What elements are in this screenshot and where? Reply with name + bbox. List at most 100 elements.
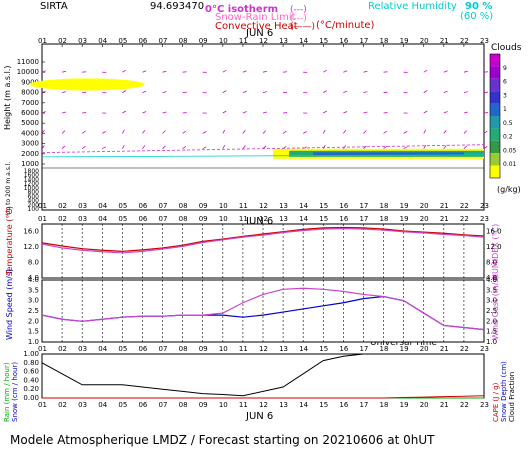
hour-label-p3: 09	[199, 345, 208, 353]
jun6-bottom2: JUN 6	[245, 411, 273, 422]
hour-label-p3: 04	[98, 345, 107, 353]
hour-label-p3: 07	[159, 345, 168, 353]
hour-label-p1: 14	[299, 202, 308, 210]
hour-label-p1: 03	[78, 202, 87, 210]
hour-label-bottom: 17	[359, 401, 368, 409]
hour-label-p2: 17	[359, 215, 368, 223]
colorbar-label: 0.01	[503, 161, 517, 168]
hour-label-p2: 13	[279, 215, 288, 223]
hour-label-p3: 14	[299, 345, 308, 353]
hour-label-p1: 04	[98, 202, 107, 210]
hour-label-p1: 15	[319, 202, 328, 210]
hour-label-p3: 20	[420, 345, 429, 353]
hour-label-p3: 15	[319, 345, 328, 353]
hour-label-bottom: 07	[159, 401, 168, 409]
hour-label-top: 09	[199, 37, 208, 45]
hour-label-bottom: 14	[299, 401, 308, 409]
hour-label-p3: 17	[359, 345, 368, 353]
height-tick-label: 11000	[17, 58, 39, 66]
hour-label-p1: 21	[440, 202, 449, 210]
wind-speed-axis-label: Wind Speed (m/s)	[5, 269, 14, 340]
hour-label-top: 22	[460, 37, 469, 45]
hour-label-p3: 18	[380, 345, 389, 353]
hour-label-p3: 11	[239, 345, 248, 353]
hour-label-top: 08	[179, 37, 188, 45]
hour-label-top: 07	[159, 37, 168, 45]
colorbar-swatch	[490, 128, 500, 140]
colorbar-label: 6	[503, 79, 507, 86]
hour-label-bottom: 12	[259, 401, 268, 409]
wind-panel-tick-label: 3.5	[28, 286, 39, 294]
temperature-axis-label: Temperature (°C)	[5, 206, 14, 276]
hour-label-p1: 12	[259, 202, 268, 210]
hour-label-p3: 06	[138, 345, 147, 353]
height-tick-label: 4000	[21, 129, 39, 137]
hour-label-p2: 12	[259, 215, 268, 223]
temperature-panel-tick-label-right: 8.0	[486, 259, 497, 267]
hour-label-p3: 12	[259, 345, 268, 353]
hour-label-p3: 03	[78, 345, 87, 353]
temperature-panel-tick-label-right: 16.0	[486, 228, 502, 236]
hour-label-p2: 09	[199, 215, 208, 223]
hour-label-p1: 18	[380, 202, 389, 210]
temperature-panel-tick-label: 12.0	[23, 243, 39, 251]
cloud-fraction-tick-label: 0.20	[23, 385, 39, 393]
hour-label-top: 05	[118, 37, 127, 45]
wind-panel-tick-label: 4.0	[28, 276, 39, 284]
wind-panel-tick-label-right: 3.5	[486, 286, 497, 294]
colorbar-swatch	[490, 116, 500, 128]
cloud-fraction-tick-label: 0.40	[23, 376, 39, 384]
hour-label-bottom: 18	[380, 401, 389, 409]
hour-label-top: 10	[219, 37, 228, 45]
hour-label-p1: 20	[420, 202, 429, 210]
colorbar-label: 3	[503, 92, 507, 99]
colorbar-label: 9	[503, 65, 507, 72]
colorbar-swatch	[490, 166, 500, 178]
hour-label-p3: 21	[440, 345, 449, 353]
hour-label-p3: 05	[118, 345, 127, 353]
hour-label-p3: 10	[219, 345, 228, 353]
hour-label-p3: 19	[400, 345, 409, 353]
cloud-fraction-tick-label: 0.00	[23, 394, 39, 402]
temperature-panel-tick-label-right: 12.0	[486, 243, 502, 251]
hour-label-p2: 19	[400, 215, 409, 223]
hour-label-p2: 16	[339, 215, 348, 223]
colorbar-swatch	[490, 153, 500, 165]
hour-label-bottom: 22	[460, 401, 469, 409]
wind-panel-tick-label: 2.0	[28, 317, 39, 325]
hour-label-top: 04	[98, 37, 107, 45]
hour-label-bottom: 20	[420, 401, 429, 409]
coords-label: 94.693470	[150, 1, 204, 12]
hour-label-p3: 13	[279, 345, 288, 353]
hour-label-bottom: 08	[179, 401, 188, 409]
hour-label-top: 06	[138, 37, 147, 45]
colorbar-label: 0.2	[503, 134, 513, 141]
hour-label-p1: 23	[480, 202, 489, 210]
hour-label-p2: 20	[420, 215, 429, 223]
hour-label-bottom: 06	[138, 401, 147, 409]
hour-label-p1: 07	[159, 202, 168, 210]
height-axis-label: Height (m a.s.l.)	[3, 66, 12, 131]
convective-unit: (°C/minute)	[316, 20, 375, 31]
hour-label-p2: 14	[299, 215, 308, 223]
hour-label-p2: 18	[380, 215, 389, 223]
hour-label-top: 16	[339, 37, 348, 45]
temperature-panel-tick-label: 16.0	[23, 228, 39, 236]
hour-label-p2: 10	[219, 215, 228, 223]
snow-depth-axis-label: Snow Depth (cm)	[500, 361, 508, 422]
colorbar-label: 0.5	[503, 120, 513, 127]
height-tick-label: 2000	[21, 150, 39, 158]
hour-label-top: 11	[239, 37, 248, 45]
hour-label-p1: 08	[179, 202, 188, 210]
colorbar-swatch	[490, 66, 500, 78]
hour-label-p1: 05	[118, 202, 127, 210]
hour-label-bottom: 05	[118, 401, 127, 409]
hour-label-p2: 04	[98, 215, 107, 223]
height-tick-label: 7000	[21, 99, 39, 107]
wind-panel-tick-label: 1.5	[28, 328, 39, 336]
wind-panel-tick-label-right: 2.5	[486, 307, 497, 315]
hour-label-p2: 03	[78, 215, 87, 223]
hour-label-p1: 09	[199, 202, 208, 210]
